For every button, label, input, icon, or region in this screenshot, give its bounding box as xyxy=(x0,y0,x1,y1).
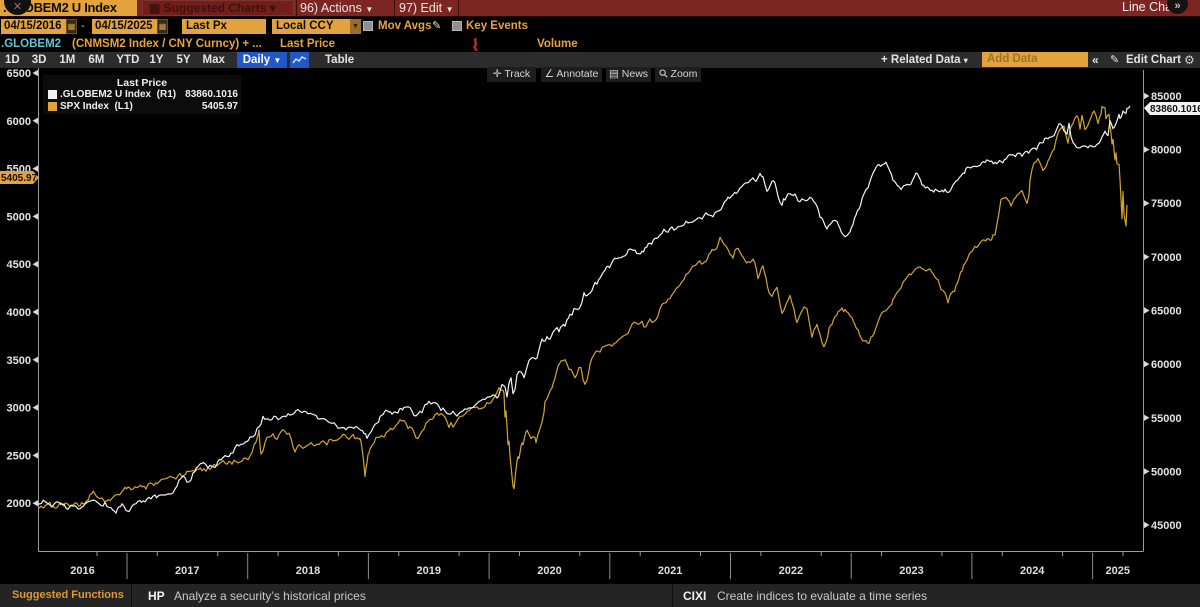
svg-text:85000: 85000 xyxy=(1151,91,1182,103)
svg-text:4000: 4000 xyxy=(7,307,31,319)
svg-text:2000: 2000 xyxy=(7,498,31,510)
svg-text:50000: 50000 xyxy=(1151,466,1182,478)
svg-text:65000: 65000 xyxy=(1151,306,1182,318)
svg-text:2020: 2020 xyxy=(537,565,561,577)
svg-text:45000: 45000 xyxy=(1151,520,1182,532)
svg-text:2500: 2500 xyxy=(7,450,31,462)
svg-text:75000: 75000 xyxy=(1151,198,1182,210)
svg-text:2021: 2021 xyxy=(658,565,682,577)
svg-text:70000: 70000 xyxy=(1151,252,1182,264)
svg-text:2025: 2025 xyxy=(1106,565,1130,577)
svg-text:2023: 2023 xyxy=(899,565,923,577)
svg-text:80000: 80000 xyxy=(1151,145,1182,157)
svg-text:60000: 60000 xyxy=(1151,359,1182,371)
svg-text:55000: 55000 xyxy=(1151,413,1182,425)
svg-text:3500: 3500 xyxy=(7,355,31,367)
svg-text:2016: 2016 xyxy=(70,565,94,577)
svg-text:2022: 2022 xyxy=(779,565,803,577)
svg-text:2017: 2017 xyxy=(175,565,199,577)
svg-text:6500: 6500 xyxy=(7,68,31,80)
svg-text:5000: 5000 xyxy=(7,211,31,223)
svg-text:83860.1016: 83860.1016 xyxy=(1150,104,1200,115)
svg-text:5405.97: 5405.97 xyxy=(1,173,38,184)
svg-text:4500: 4500 xyxy=(7,259,31,271)
svg-text:2018: 2018 xyxy=(296,565,320,577)
svg-text:2019: 2019 xyxy=(417,565,441,577)
svg-text:2024: 2024 xyxy=(1020,565,1045,577)
svg-text:6000: 6000 xyxy=(7,116,31,128)
svg-text:3000: 3000 xyxy=(7,403,31,415)
